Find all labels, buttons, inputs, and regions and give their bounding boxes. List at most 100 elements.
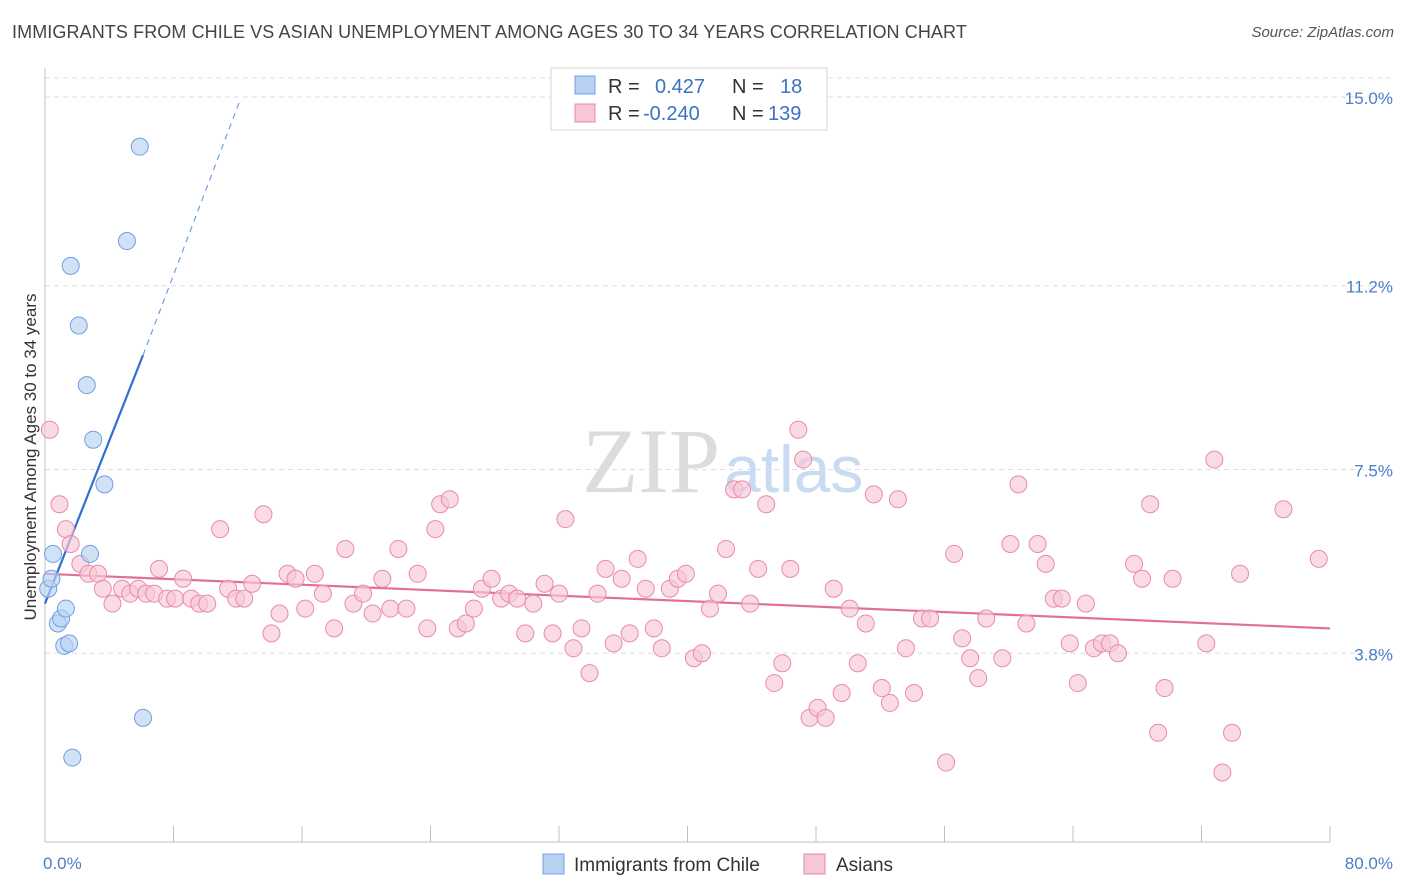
point-asians [1231, 564, 1250, 583]
legend-n-label-asians: N = [732, 103, 764, 125]
legend-swatch-asians [574, 103, 596, 123]
point-asians [824, 579, 843, 598]
point-asians [953, 629, 972, 648]
point-asians [612, 569, 631, 588]
point-asians [588, 584, 607, 603]
point-asians [1060, 634, 1079, 653]
legend-r-value-chile: 0.427 [655, 76, 705, 98]
point-asians [1213, 763, 1232, 782]
point-asians [381, 599, 400, 618]
point-chile [95, 475, 114, 494]
y-axis-title: Unemployment Among Ages 30 to 34 years [21, 294, 40, 621]
point-asians [1309, 549, 1328, 568]
legend-n-value-asians: 139 [768, 103, 801, 125]
point-asians [692, 644, 711, 663]
point-asians [604, 634, 623, 653]
chart-title: IMMIGRANTS FROM CHILE VS ASIAN UNEMPLOYM… [12, 22, 967, 42]
point-asians [1155, 679, 1174, 698]
point-asians [1205, 450, 1224, 469]
point-asians [1028, 535, 1047, 553]
point-asians [150, 559, 169, 578]
point-asians [652, 639, 671, 658]
point-asians [93, 579, 112, 598]
point-asians [993, 649, 1012, 668]
point-asians [296, 599, 315, 618]
point-asians [524, 594, 543, 613]
point-asians [848, 654, 867, 673]
point-asians [550, 584, 568, 603]
y-tick-label: 7.5% [1354, 462, 1393, 481]
point-asians [749, 559, 768, 578]
legend-frame [550, 67, 828, 131]
point-asians [816, 708, 835, 727]
point-asians [888, 490, 907, 509]
legend-swatch-chile [574, 75, 596, 95]
point-chile [80, 544, 99, 563]
point-asians [254, 505, 273, 524]
point-asians [543, 624, 562, 643]
point-asians [440, 490, 459, 509]
x-tick-label: 80.0% [1345, 854, 1393, 873]
trend-line-chile-extension [142, 101, 240, 356]
legend-n-value-chile: 18 [780, 76, 802, 98]
point-asians [174, 569, 193, 588]
point-asians [243, 574, 262, 593]
point-asians [1068, 674, 1087, 693]
point-asians [56, 520, 75, 539]
point-chile [77, 376, 96, 395]
point-asians [676, 564, 695, 583]
point-asians [840, 599, 859, 618]
point-asians [789, 420, 808, 439]
point-asians [644, 619, 663, 638]
point-chile [69, 316, 88, 335]
point-asians [1001, 535, 1020, 553]
point-chile [84, 430, 103, 449]
point-asians [580, 664, 599, 683]
point-chile [63, 748, 82, 767]
point-asians [89, 564, 108, 583]
point-chile [117, 232, 136, 251]
point-asians [313, 584, 332, 603]
point-asians [709, 584, 728, 603]
point-asians [572, 619, 591, 638]
point-asians [1223, 723, 1242, 742]
point-chile [42, 569, 61, 588]
point-asians [904, 684, 923, 702]
point-asians [262, 624, 281, 643]
point-asians [1274, 500, 1293, 519]
point-asians [757, 495, 776, 514]
point-asians [198, 594, 217, 613]
point-asians [418, 619, 437, 638]
point-asians [397, 599, 416, 618]
point-asians [354, 584, 373, 603]
bottom-legend-label-chile: Immigrants from Chile [574, 855, 760, 876]
series-legend: Immigrants from Chile Asians [542, 853, 893, 876]
point-asians [773, 654, 792, 673]
point-asians [896, 639, 915, 658]
point-asians [1163, 569, 1182, 588]
point-asians [1133, 569, 1152, 588]
point-asians [781, 559, 800, 578]
point-asians [864, 485, 883, 504]
point-asians [1076, 594, 1095, 613]
point-asians [40, 420, 59, 439]
correlation-legend: R = 0.427 N = 18 R = -0.240 N = 139 [550, 67, 828, 131]
point-chile [56, 599, 75, 618]
point-asians [408, 564, 427, 583]
point-asians [336, 539, 355, 558]
point-asians [103, 594, 122, 613]
bottom-legend-swatch-chile [542, 853, 565, 875]
trend-line-chile [43, 354, 145, 605]
point-asians [535, 574, 554, 593]
bottom-legend-swatch-asians [803, 853, 826, 875]
point-asians [596, 559, 615, 578]
point-asians [270, 604, 289, 623]
point-asians [969, 669, 988, 688]
point-asians [880, 693, 899, 712]
point-asians [765, 674, 784, 693]
point-chile [60, 634, 79, 653]
x-tick-label: 0.0% [43, 854, 82, 873]
point-asians [1108, 644, 1127, 663]
point-asians [700, 599, 719, 618]
